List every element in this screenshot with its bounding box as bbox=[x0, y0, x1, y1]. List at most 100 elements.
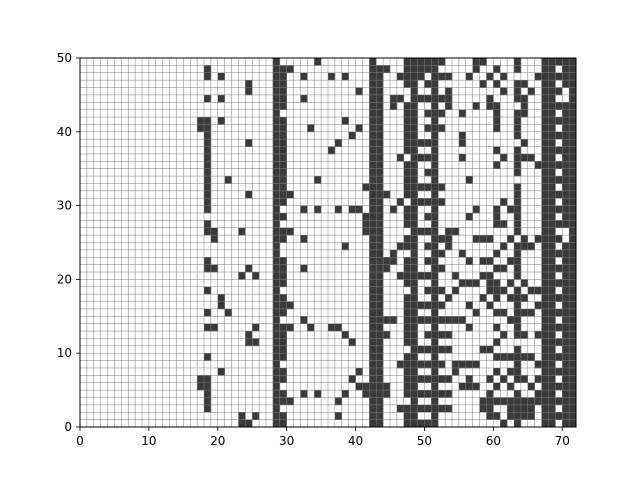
heatmap-cell bbox=[520, 109, 529, 118]
heatmap-cell bbox=[431, 316, 439, 324]
heatmap-cell bbox=[272, 331, 281, 339]
heatmap-cell bbox=[403, 168, 411, 177]
heatmap-cell bbox=[272, 227, 281, 236]
heatmap-cell bbox=[417, 375, 425, 384]
heatmap-cell bbox=[548, 412, 556, 420]
heatmap-cell bbox=[410, 235, 418, 243]
heatmap-cell bbox=[514, 131, 522, 140]
heatmap-cell bbox=[493, 412, 501, 420]
heatmap-cell bbox=[569, 235, 577, 243]
heatmap-cell bbox=[562, 190, 570, 199]
heatmap-cell bbox=[548, 286, 556, 295]
heatmap-cell bbox=[403, 404, 411, 413]
heatmap-cell bbox=[445, 375, 453, 384]
heatmap-cell bbox=[403, 109, 411, 118]
heatmap-cell bbox=[541, 139, 549, 147]
heatmap-cell bbox=[514, 220, 522, 229]
heatmap-cell bbox=[493, 249, 501, 258]
heatmap-cell bbox=[569, 168, 577, 177]
heatmap-cell bbox=[341, 117, 349, 125]
heatmap-cell bbox=[424, 419, 432, 428]
heatmap-cell bbox=[204, 286, 212, 295]
heatmap-cell bbox=[369, 190, 377, 199]
heatmap-cell bbox=[272, 345, 281, 354]
heatmap-cell bbox=[465, 375, 473, 384]
heatmap-cell bbox=[410, 139, 418, 147]
heatmap-cell bbox=[514, 198, 522, 206]
heatmap-cell bbox=[555, 58, 563, 66]
heatmap-cell bbox=[438, 109, 446, 118]
heatmap-cell bbox=[300, 316, 308, 324]
heatmap-cell bbox=[390, 257, 398, 265]
heatmap-cell bbox=[410, 397, 418, 406]
heatmap-cell bbox=[534, 331, 542, 339]
heatmap-cell bbox=[548, 117, 556, 125]
heatmap-cell bbox=[555, 308, 563, 317]
heatmap-cell bbox=[569, 257, 577, 265]
heatmap-cell bbox=[272, 375, 281, 384]
heatmap-cell bbox=[279, 72, 287, 81]
heatmap-cell bbox=[424, 94, 432, 103]
heatmap-cell bbox=[383, 264, 391, 273]
heatmap-cell bbox=[569, 220, 577, 229]
heatmap-cell bbox=[431, 353, 439, 361]
heatmap-cell bbox=[541, 375, 549, 384]
heatmap-cell bbox=[493, 338, 501, 347]
heatmap-cell bbox=[541, 316, 549, 324]
heatmap-cell bbox=[527, 382, 535, 391]
heatmap-cell bbox=[500, 220, 508, 229]
heatmap-cell bbox=[569, 161, 577, 169]
heatmap-cell bbox=[541, 94, 549, 103]
heatmap-cell bbox=[541, 367, 549, 376]
heatmap-cell bbox=[272, 80, 281, 88]
heatmap-cell bbox=[555, 220, 563, 229]
heatmap-cell bbox=[541, 345, 549, 354]
heatmap-cell bbox=[548, 301, 556, 310]
heatmap-cell bbox=[424, 198, 432, 206]
heatmap-cell bbox=[541, 176, 549, 184]
heatmap-cell bbox=[279, 257, 287, 265]
heatmap-cell bbox=[514, 264, 522, 273]
heatmap-cell bbox=[569, 390, 577, 398]
heatmap-cell bbox=[369, 249, 377, 258]
heatmap-cell bbox=[376, 146, 384, 155]
heatmap-cell bbox=[493, 124, 501, 133]
heatmap-cell bbox=[431, 131, 439, 140]
heatmap-cell bbox=[410, 102, 418, 110]
heatmap-cell bbox=[548, 235, 556, 243]
heatmap-cell bbox=[500, 331, 508, 339]
heatmap-cell bbox=[445, 316, 453, 324]
heatmap-cell bbox=[555, 146, 563, 155]
heatmap-cell bbox=[452, 272, 460, 280]
heatmap-cell bbox=[403, 375, 411, 384]
heatmap-cell bbox=[403, 264, 411, 273]
heatmap-cell bbox=[569, 87, 577, 96]
heatmap-cell bbox=[410, 264, 418, 273]
heatmap-cell bbox=[376, 308, 384, 317]
heatmap-cell bbox=[376, 264, 384, 273]
heatmap-cell bbox=[562, 272, 570, 280]
heatmap-cell bbox=[279, 331, 287, 339]
heatmap-cell bbox=[355, 205, 363, 214]
heatmap-cell bbox=[279, 338, 287, 347]
heatmap-cell bbox=[424, 375, 432, 384]
heatmap-cell bbox=[272, 94, 281, 103]
heatmap-cell bbox=[541, 419, 549, 428]
heatmap-cell bbox=[383, 65, 391, 74]
heatmap-cell bbox=[458, 316, 467, 324]
heatmap-cell bbox=[548, 205, 556, 214]
heatmap-cell bbox=[562, 176, 570, 184]
heatmap-cell bbox=[541, 397, 549, 406]
heatmap-cell bbox=[204, 131, 212, 140]
heatmap-cell bbox=[369, 397, 377, 406]
x-tick-label: 50 bbox=[417, 434, 432, 448]
heatmap-cell bbox=[376, 124, 384, 133]
heatmap-cell bbox=[334, 139, 343, 147]
heatmap-cell bbox=[493, 294, 501, 302]
heatmap-cell bbox=[362, 220, 370, 229]
heatmap-cell bbox=[541, 146, 549, 155]
heatmap-cell bbox=[569, 124, 577, 133]
heatmap-cell bbox=[431, 323, 439, 332]
heatmap-cell bbox=[569, 212, 577, 221]
heatmap-cell bbox=[279, 323, 287, 332]
